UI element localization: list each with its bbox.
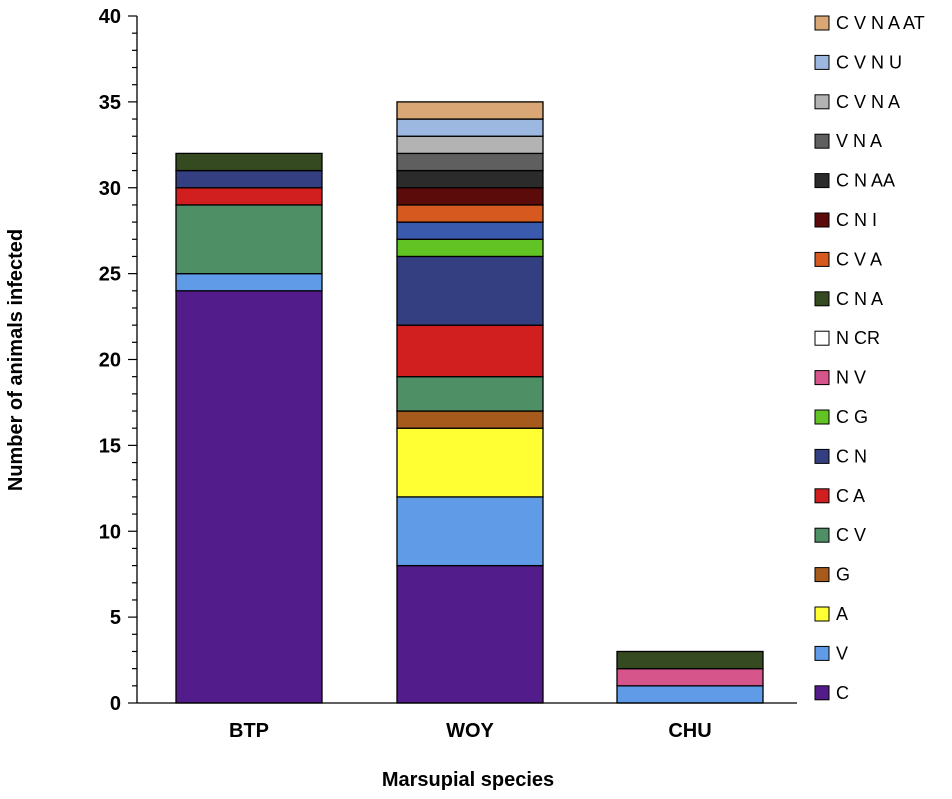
legend-label: N V: [836, 368, 866, 388]
bar-segment-BTP-C-V: [175, 204, 323, 275]
legend-swatch: [814, 173, 830, 189]
bar-segment-WOY-C-N-I: [396, 187, 544, 206]
legend-item: C V N A AT: [814, 13, 925, 33]
legend-item: N V: [814, 368, 866, 388]
legend-label: C V N A AT: [836, 13, 925, 33]
bar-segment-WOY-C-V-N-A-AT: [396, 101, 544, 120]
legend-swatch: [814, 370, 830, 386]
bar-segment-WOY-A: [396, 427, 544, 498]
y-tick-label: 20: [99, 350, 121, 372]
legend-swatch: [814, 212, 830, 228]
legend-swatch: [814, 330, 830, 346]
bar-segment-WOY-C-V-A: [396, 204, 544, 223]
legend-label: C N AA: [836, 171, 895, 191]
bar-segment-WOY-C-V: [396, 376, 544, 412]
x-tick-label: CHU: [668, 720, 711, 742]
bar-segment-BTP-C: [175, 290, 323, 704]
x-tick-label: WOY: [446, 720, 494, 742]
legend-label: V N A: [836, 131, 882, 151]
legend-swatch: [814, 291, 830, 307]
bar-segment-WOY-C-N: [396, 255, 544, 326]
axes-group: BTP WOY CHU 0 5 10 15 20 25 30 35 40: [99, 6, 797, 742]
bar-segment-WOY-C: [396, 564, 544, 704]
legend-item: C N I: [814, 210, 877, 230]
bar-segment-WOY-C-A: [396, 324, 544, 378]
y-tick-label: 10: [99, 521, 121, 543]
legend-swatch: [814, 685, 830, 701]
y-axis-label: Number of animals infected: [5, 229, 27, 491]
legend-label: G: [836, 565, 850, 585]
legend-label: A: [836, 604, 848, 624]
y-tick-label: 30: [99, 178, 121, 200]
y-tick-label: 5: [110, 607, 121, 629]
legend-label: C: [836, 683, 849, 703]
bar-segment-WOY-C-G: [396, 238, 544, 258]
legend-swatch: [814, 567, 830, 583]
legend-item: C V A: [814, 249, 882, 269]
bar-segment-WOY-C-V-N-A: [396, 135, 544, 155]
legend-item: V: [814, 643, 848, 663]
legend-swatch: [814, 133, 830, 149]
y-tick-label: 0: [110, 693, 121, 715]
legend-item: C N: [814, 446, 867, 466]
legend-item: G: [814, 565, 850, 585]
legend-swatch: [814, 488, 830, 504]
legend-label: C V A: [836, 249, 882, 269]
bar-segment-BTP-C-A: [175, 187, 323, 206]
bar-segment-WOY-V-N-A: [396, 152, 544, 172]
legend-item: C N A: [814, 289, 883, 309]
bar-segment-WOY-G: [396, 410, 544, 429]
bar-segment-WOY-C-N-AA: [396, 169, 544, 189]
legend-item: C A: [814, 486, 865, 506]
legend-swatch: [814, 409, 830, 425]
bar-segment-BTP-C-N-A: [175, 152, 323, 172]
legend-label: C N: [836, 446, 867, 466]
legend-item: C: [814, 683, 849, 703]
bar-segment-CHU-V: [616, 685, 764, 704]
legend: C V N A ATC V N UC V N AV N AC N AAC N I…: [814, 13, 925, 703]
legend-label: C V: [836, 525, 866, 545]
y-tick-label: 25: [99, 264, 121, 286]
legend-label: C N A: [836, 289, 883, 309]
legend-swatch: [814, 94, 830, 110]
legend-item: C V N A: [814, 92, 900, 112]
legend-label: N CR: [836, 328, 880, 348]
bar-segment-BTP-C-N: [175, 169, 323, 189]
x-tick-label: BTP: [229, 720, 269, 742]
bar-segment-CHU-C-N-A: [616, 650, 764, 670]
y-tick-label: 35: [99, 92, 121, 114]
legend-label: C V N A: [836, 92, 900, 112]
legend-swatch: [814, 606, 830, 622]
bars-group: [175, 101, 764, 704]
bar-segment-WOY-C-V-N-U: [396, 118, 544, 137]
legend-swatch: [814, 54, 830, 70]
legend-swatch: [814, 527, 830, 543]
legend-item: N CR: [814, 328, 880, 348]
legend-swatch: [814, 15, 830, 31]
bar-segment-BTP-V: [175, 272, 323, 292]
legend-label: C A: [836, 486, 865, 506]
legend-swatch: [814, 645, 830, 661]
legend-label: C V N U: [836, 52, 902, 72]
legend-label: C N I: [836, 210, 877, 230]
legend-label: V: [836, 643, 848, 663]
legend-swatch: [814, 251, 830, 267]
legend-item: C V: [814, 525, 866, 545]
bar-segment-CHU-N-V: [616, 668, 764, 687]
legend-item: A: [814, 604, 848, 624]
legend-item: C G: [814, 407, 868, 427]
legend-label: C G: [836, 407, 868, 427]
legend-item: C V N U: [814, 52, 902, 72]
bar-segment-WOY-C-N: [396, 221, 544, 240]
y-tick-label: 15: [99, 435, 121, 457]
legend-item: C N AA: [814, 171, 895, 191]
x-axis-label: Marsupial species: [382, 769, 554, 791]
y-tick-label: 40: [99, 6, 121, 28]
bar-segment-WOY-V: [396, 496, 544, 567]
legend-swatch: [814, 448, 830, 464]
legend-item: V N A: [814, 131, 882, 151]
